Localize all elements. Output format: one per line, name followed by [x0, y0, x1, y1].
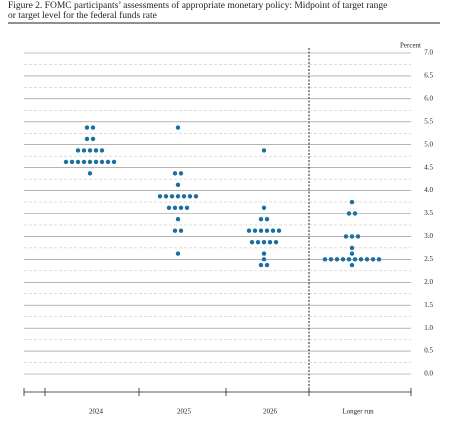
dot: [81, 159, 87, 165]
dot: [157, 194, 163, 199]
dot: [349, 245, 355, 251]
x-tick-label: 2025: [177, 408, 192, 416]
dot: [349, 251, 355, 256]
dot: [267, 239, 273, 245]
y-tick-label: 3.5: [424, 209, 433, 217]
chart-title: Figure 2. FOMC participants’ assessments…: [8, 0, 387, 11]
dot: [249, 239, 255, 245]
dot: [261, 205, 267, 210]
dot: [93, 148, 99, 153]
dot: [175, 125, 181, 130]
dot: [75, 159, 81, 165]
dot: [255, 239, 261, 245]
y-tick-label: 0.0: [424, 370, 433, 378]
y-tick-label: 6.0: [424, 94, 433, 102]
dot: [184, 205, 190, 210]
y-tick-label: 5.0: [424, 140, 433, 148]
dot: [90, 136, 96, 142]
dot: [172, 228, 178, 233]
dot: [178, 205, 184, 210]
dot: [264, 262, 270, 268]
dot: [105, 159, 111, 165]
dot: [169, 194, 175, 199]
dot: [163, 194, 169, 199]
dot: [261, 251, 267, 256]
dot: [175, 217, 181, 222]
y-unit-label: Percent: [400, 42, 421, 50]
dot: [69, 159, 75, 165]
dot: [340, 257, 346, 262]
dot: [349, 199, 355, 205]
dot: [358, 257, 364, 262]
dot: [99, 148, 105, 153]
dot: [273, 239, 279, 245]
dot: [246, 228, 252, 233]
dot: [187, 194, 193, 199]
x-tick-label: Longer run: [342, 408, 374, 416]
dot: [175, 182, 181, 188]
dot: [258, 228, 264, 233]
y-tick-label: 4.0: [424, 186, 433, 194]
y-tick-label: 2.5: [424, 255, 433, 263]
dot: [175, 251, 181, 256]
dot: [349, 262, 355, 268]
dot: [93, 159, 99, 165]
y-tick-label: 6.5: [424, 72, 433, 80]
dot: [258, 262, 264, 268]
y-tick-label: 4.5: [424, 163, 433, 171]
dot: [343, 234, 349, 239]
dot: [90, 125, 96, 130]
dot: [87, 171, 93, 176]
dot: [84, 136, 90, 142]
dot: [349, 234, 355, 239]
dot: [81, 148, 87, 153]
y-tick-label: 0.5: [424, 347, 433, 355]
dot: [346, 211, 352, 216]
dot: [355, 234, 361, 239]
dot: [270, 228, 276, 233]
dot: [111, 159, 117, 165]
dot: [258, 217, 264, 222]
dot: [264, 217, 270, 222]
dot: [261, 148, 267, 153]
chart-subtitle: or target level for the federal funds ra…: [8, 10, 157, 21]
x-tick-label: 2024: [89, 408, 104, 416]
dot: [328, 257, 334, 262]
dot: [84, 125, 90, 130]
dot: [370, 257, 376, 262]
dot: [193, 194, 199, 199]
y-tick-label: 3.0: [424, 232, 433, 240]
dot: [322, 257, 328, 262]
y-tick-label: 1.5: [424, 301, 433, 309]
dot: [75, 148, 81, 153]
dot: [352, 257, 358, 262]
dot: [99, 159, 105, 165]
dot: [364, 257, 370, 262]
dot: [261, 239, 267, 245]
dot: [178, 228, 184, 233]
dot: [172, 171, 178, 176]
dot: [181, 194, 187, 199]
dot: [175, 194, 181, 199]
dot: [352, 211, 358, 216]
dot: [63, 159, 69, 165]
dot: [87, 148, 93, 153]
dot: [261, 257, 267, 262]
dot: [252, 228, 258, 233]
y-tick-label: 2.0: [424, 278, 433, 286]
dot: [264, 228, 270, 233]
dot: [178, 171, 184, 176]
dot: [334, 257, 340, 262]
y-tick-label: 7.0: [424, 49, 433, 57]
dot: [276, 228, 282, 233]
dot: [166, 205, 172, 210]
dot: [376, 257, 382, 262]
dot: [172, 205, 178, 210]
x-tick-label: 2026: [263, 408, 278, 416]
dot: [87, 159, 93, 165]
y-tick-label: 5.5: [424, 117, 433, 125]
dot: [346, 257, 352, 262]
y-tick-label: 1.0: [424, 324, 433, 332]
